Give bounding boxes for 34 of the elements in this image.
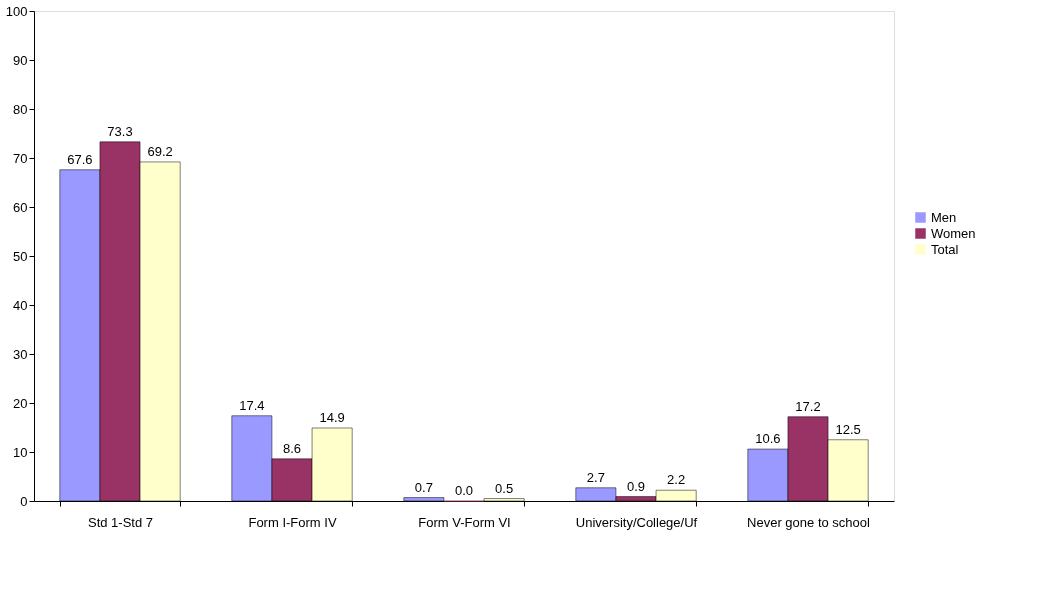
y-tick-label: 20 xyxy=(13,395,28,411)
data-label: 0.9 xyxy=(626,478,646,494)
data-label: 0.7 xyxy=(414,479,433,495)
data-label: 0.0 xyxy=(454,483,474,498)
y-tick-label: 30 xyxy=(13,346,28,362)
data-label: 17.2 xyxy=(795,398,821,414)
x-tick-label: Form I-Form IV xyxy=(248,514,337,530)
y-tick-label: 100 xyxy=(5,3,28,19)
legend-label: Total xyxy=(931,241,959,257)
x-tick-label: Form V-Form VI xyxy=(418,514,511,530)
y-tick-label: 10 xyxy=(13,444,28,460)
y-tick-label: 80 xyxy=(13,101,28,117)
y-tick-label: 90 xyxy=(13,52,28,68)
data-label: 69.2 xyxy=(147,143,173,159)
data-label: 2.7 xyxy=(586,469,605,485)
y-tick-label: 50 xyxy=(13,248,28,264)
data-label: 0.5 xyxy=(495,480,514,496)
y-tick-label: 70 xyxy=(13,150,28,166)
data-label: 10.6 xyxy=(755,431,781,447)
data-label: 2.2 xyxy=(667,472,686,488)
data-label: 8.6 xyxy=(282,440,302,456)
data-label: 12.5 xyxy=(835,421,861,437)
x-tick-label: University/College/Uf xyxy=(575,514,698,530)
y-tick-label: 40 xyxy=(13,297,28,313)
data-label: 17.4 xyxy=(239,397,265,413)
data-label: 67.6 xyxy=(67,151,93,167)
data-label: 14.9 xyxy=(319,409,345,425)
legend-label: Women xyxy=(931,225,976,241)
x-tick-label: Never gone to school xyxy=(747,514,871,530)
legend-label: Men xyxy=(931,209,957,225)
y-tick-label: 0 xyxy=(20,493,28,509)
x-tick-label: Std 1-Std 7 xyxy=(87,514,154,530)
y-tick-label: 60 xyxy=(13,199,28,215)
data-label: 73.3 xyxy=(107,123,133,139)
